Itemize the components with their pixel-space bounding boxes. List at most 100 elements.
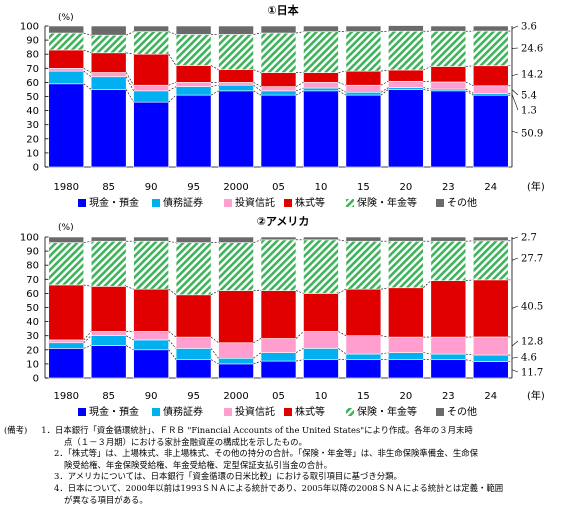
jp-x-tick-label: 85 [102,182,115,193]
us-connector [253,239,262,243]
us-connector [210,336,219,343]
us-legend-label-bonds: 債務証券 [163,405,203,418]
jp-connector [253,32,262,35]
us-bar-trusts-05 [260,338,297,353]
jp-connector [125,76,134,92]
jp-bar-stocks-2000 [218,69,254,83]
jp-legend-swatch-cash [78,199,86,207]
jp-y-tick-label: 10 [26,148,39,159]
us-bar-stocks-85 [90,286,127,332]
note-2-line-2: 険受給権、年金保険受給権、年金受給権、定型保証支払引当金の合計。 [64,459,332,470]
us-legend-swatch-other [436,408,444,416]
us-y-tick-label: 70 [26,275,39,286]
us-connector [126,345,134,351]
us-y-tick-label: 100 [20,233,39,244]
jp-bar-stocks-10 [303,72,339,83]
jp-connector [380,89,389,96]
us-y-tick-label: 80 [26,261,39,272]
jp-bar-stocks-90 [133,53,169,86]
us-bar-stocks-90 [133,288,169,332]
us-bar-bonds-2000 [218,357,254,365]
usa-chart: ②アメリカ (%) 0 10 20 30 40 50 60 70 80 90 100 1980 85 90 95… [20,215,545,418]
us-bar-cash-05 [260,360,297,379]
jp-connector [338,70,346,73]
us-value-label: 11.7 [521,368,543,379]
notes-lead: (備考) [4,425,28,435]
jp-bar-trusts-20 [388,80,424,88]
us-x-tick-label: 15 [357,391,370,402]
jp-bar-trusts-24 [472,85,509,94]
jp-bar-other-95 [175,25,212,35]
jp-bar-trusts-23 [430,81,467,90]
note-4-cont: が異なる項目がある。 [4,495,564,507]
jp-bar-bonds-85 [90,76,127,90]
jp-x-unit: (年) [527,180,545,193]
jp-bar-bonds-90 [133,90,169,103]
jp-connector [125,72,134,86]
us-bar-stocks-24 [472,279,509,338]
jp-legend-label-bonds: 債務証券 [163,196,203,209]
us-bar-other-05 [260,236,297,241]
jp-value-leader [511,94,519,111]
jp-bar-other-85 [90,25,127,36]
jp-x-tick-label: 1980 [54,182,79,193]
us-connector [168,240,177,243]
jp-bar-trusts-95 [175,82,212,87]
jp-bar-cash-95 [175,94,212,168]
jp-connector [295,31,304,34]
jp-value-label: 3.6 [521,22,537,33]
jp-connector [338,90,347,96]
us-connector [338,288,347,294]
us-y-tick-label: 10 [26,359,39,370]
jp-y-tick-label: 50 [26,92,39,103]
us-bar-cash-10 [303,359,339,379]
jp-bar-other-10 [303,25,339,32]
jp-bar-other-23 [430,25,467,32]
us-bar-trusts-90 [133,331,169,341]
us-bar-trusts-23 [430,336,467,355]
jp-bar-bonds-2000 [218,84,254,92]
jp-bar-other-05 [260,25,297,34]
jp-bar-other-90 [133,25,169,32]
us-connector [210,290,219,296]
us-bar-stocks-1980 [48,284,85,341]
jp-connector [423,80,431,83]
us-y-tick-label: 50 [26,303,39,314]
us-bar-insurance-23 [430,240,467,282]
jp-connector [423,89,431,92]
jp-connector [83,32,92,36]
us-bar-bonds-1980 [48,342,85,349]
us-connector [295,290,304,294]
jp-bar-cash-24 [472,94,509,168]
jp-connector [338,82,347,86]
jp-bar-bonds-10 [303,87,339,92]
jp-bar-cash-23 [430,90,467,168]
us-bar-insurance-10 [303,239,339,294]
jp-bar-cash-15 [345,94,382,168]
note-1-line-1: 1．日本銀行「資金循環統計」、ＦＲＢ "Financial Accounts o… [41,425,473,435]
us-value-label: 27.7 [521,254,543,265]
us-connector [423,352,431,355]
us-x-tick-label: 05 [272,391,285,402]
us-bar-bonds-23 [430,353,467,360]
jp-bar-other-1980 [48,25,85,34]
us-connector [126,335,134,341]
jp-value-leader [511,73,519,77]
jp-connector [168,82,177,86]
us-y-tick-label: 30 [26,331,39,342]
us-legend-label-insurance: 保険・年金等 [357,405,417,418]
jp-x-tick-label: 10 [315,182,328,193]
us-legend-swatch-trusts [224,408,232,416]
jp-connector [465,90,474,96]
us-bar-insurance-90 [133,240,169,290]
us-bar-stocks-95 [175,294,212,338]
us-connector [83,240,92,243]
jp-y-unit: (%) [58,13,74,23]
jp-legend-swatch-insurance [346,199,354,207]
us-connector [295,348,304,353]
jp-connector [126,52,134,55]
jp-connector [380,69,389,72]
us-value-label: 4.6 [521,353,537,364]
jp-x-tick-label: 24 [484,182,497,193]
